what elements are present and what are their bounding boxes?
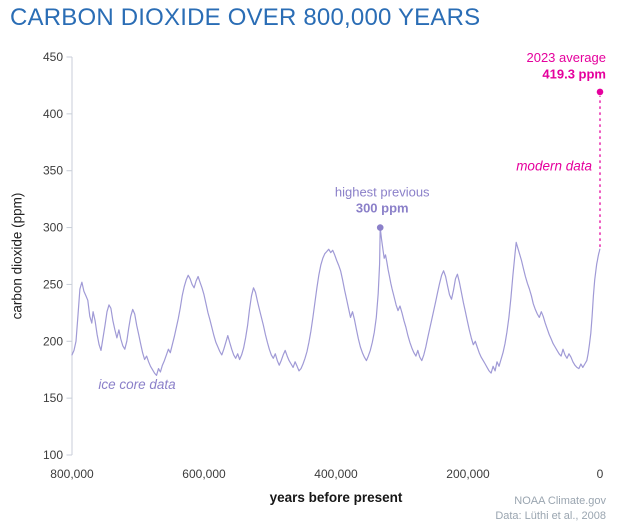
y-tick-label: 100 (43, 448, 63, 462)
chart-title: CARBON DIOXIDE OVER 800,000 YEARS (10, 4, 481, 31)
avg-2023-label: 2023 average (526, 50, 606, 65)
y-tick-label: 200 (43, 334, 63, 348)
ice-core-series-line (71, 227, 601, 376)
highest-previous-point (376, 224, 384, 231)
ice-core-data-label: ice core data (98, 377, 176, 392)
y-tick-label: 250 (43, 277, 63, 291)
y-axis-label: carbon dioxide (ppm) (9, 192, 25, 320)
source-attribution: NOAA Climate.gov Data: Lüthi et al., 200… (495, 494, 606, 524)
y-tick-label: 150 (43, 391, 63, 405)
x-tick-label: 200,000 (446, 467, 490, 481)
y-tick-label: 350 (43, 164, 63, 178)
modern-data-label: modern data (516, 159, 592, 174)
highest-previous-label: highest previous (335, 185, 430, 200)
y-tick-label: 300 (43, 221, 63, 235)
x-axis-label: years before present (269, 490, 403, 505)
x-tick-label: 600,000 (182, 467, 226, 481)
y-tick-label: 450 (43, 50, 63, 64)
x-tick-label: 0 (597, 467, 604, 481)
highest-previous-label: 300 ppm (356, 201, 409, 216)
x-tick-label: 800,000 (50, 467, 94, 481)
x-tick-label: 400,000 (314, 467, 358, 481)
y-tick-label: 400 (43, 107, 63, 121)
modern-point (596, 88, 604, 96)
source-data: Data: Lüthi et al., 2008 (495, 510, 606, 522)
source-credit: NOAA Climate.gov (514, 495, 606, 507)
avg-2023-label: 419.3 ppm (542, 66, 606, 81)
